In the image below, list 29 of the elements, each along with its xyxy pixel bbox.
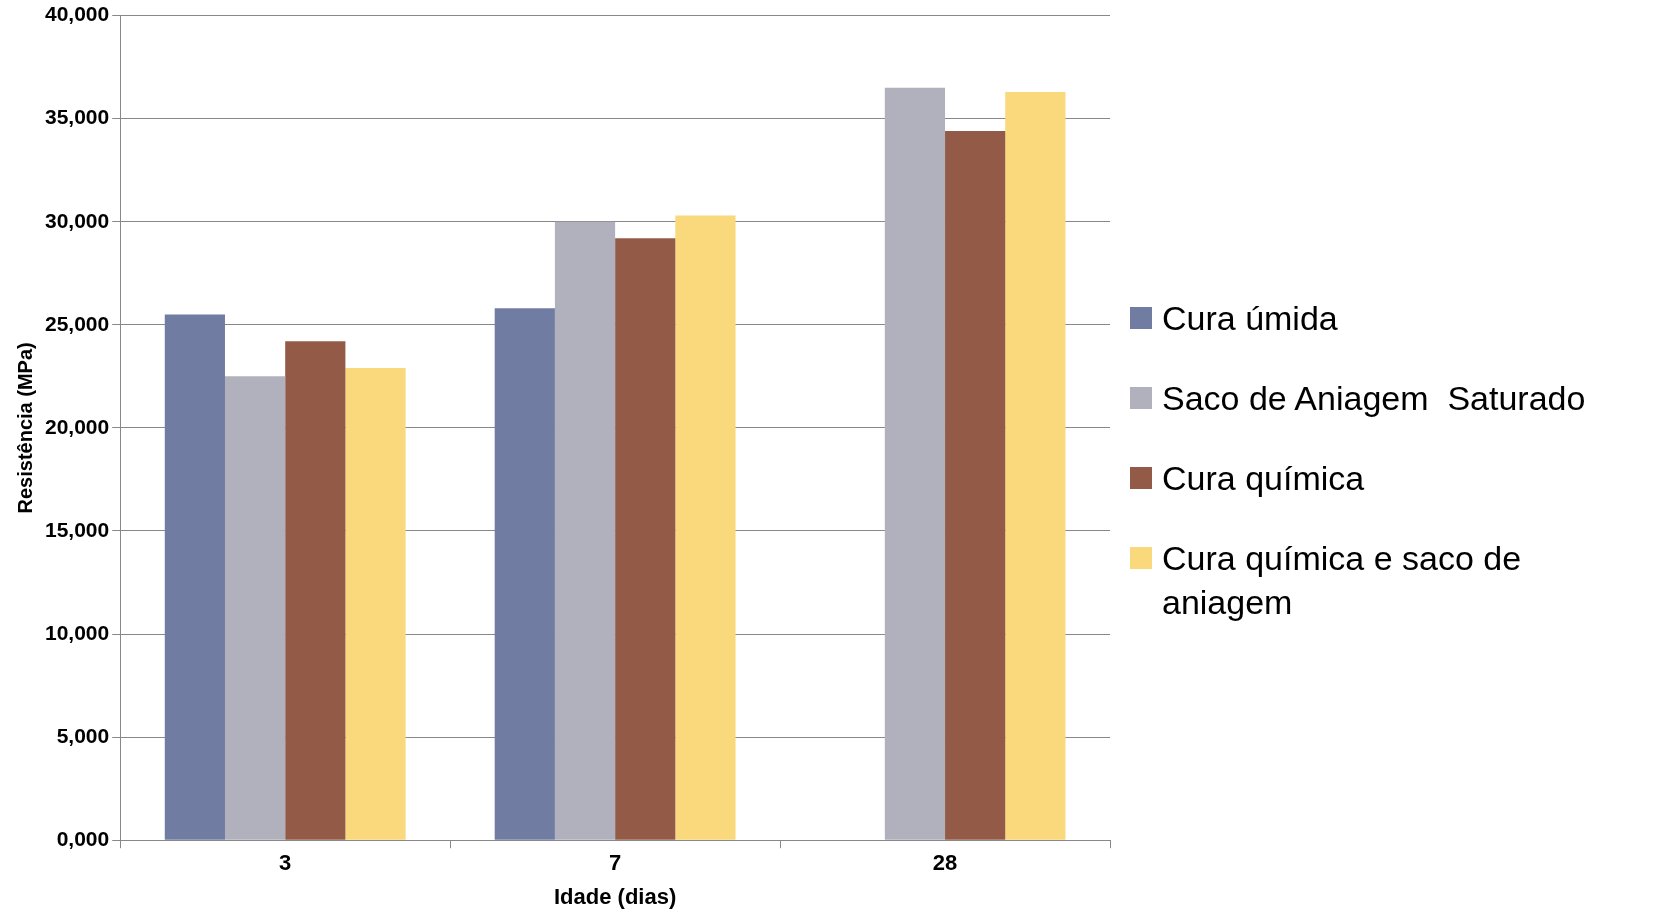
bar — [554, 221, 616, 840]
x-tick-label: 7 — [608, 850, 622, 876]
bar — [675, 215, 736, 840]
bar — [345, 368, 406, 840]
bar — [494, 308, 555, 840]
y-tick-label: 0,000 — [56, 827, 110, 850]
x-axis-title: Idade (dias) — [553, 883, 677, 909]
y-tick-label: 30,000 — [45, 208, 110, 232]
y-tick-label: 25,000 — [45, 311, 110, 335]
bar — [1005, 91, 1066, 840]
bar — [884, 87, 946, 840]
y-tick-label: 35,000 — [45, 105, 110, 129]
y-tick-label: 40,000 — [45, 2, 110, 26]
legend-label: Cura química e saco de aniagem — [1162, 538, 1523, 624]
y-tick-label: 10,000 — [45, 620, 110, 644]
bar — [945, 131, 1006, 840]
y-tick-label: 15,000 — [45, 517, 110, 541]
x-tick-label: 3 — [279, 850, 292, 876]
y-tick-label: 20,000 — [45, 414, 110, 438]
legend-label: Saco de Aniagem Saturado — [1162, 377, 1586, 419]
y-axis-title: Resistência (MPa) — [13, 342, 36, 514]
bar — [615, 238, 676, 840]
legend-label: Cura química — [1162, 457, 1365, 499]
bar — [224, 376, 286, 840]
y-tick-label: 5,000 — [56, 723, 110, 747]
legend-label: Cura úmida — [1162, 297, 1338, 339]
bar — [164, 314, 225, 840]
x-tick-label: 28 — [932, 850, 958, 876]
bar — [285, 341, 346, 840]
